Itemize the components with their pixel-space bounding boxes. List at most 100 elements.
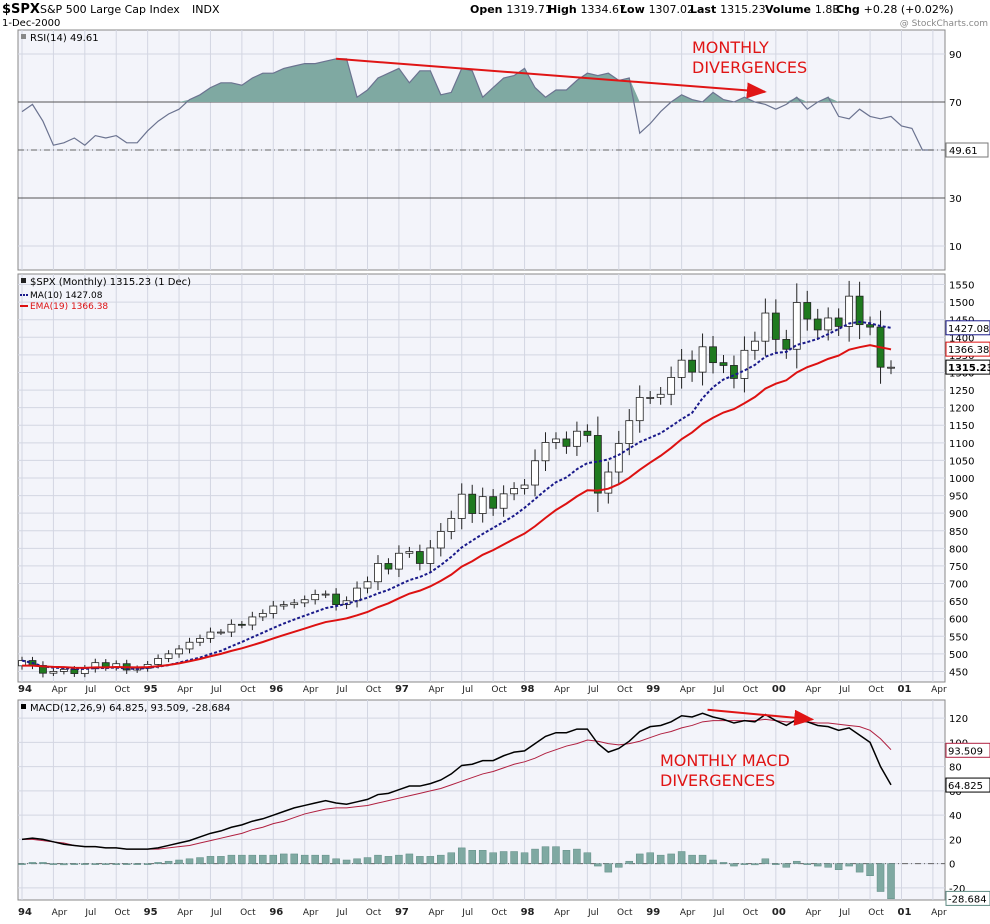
macd-histogram-bar [259, 854, 267, 864]
macd-last-value: 64.825 [948, 781, 983, 792]
candle-up [49, 671, 58, 674]
macd-histogram-bar [688, 854, 696, 864]
chart-header: $SPX S&P 500 Large Cap Index INDX 1-Dec-200… [2, 2, 988, 29]
macd-histogram-bar [447, 852, 456, 864]
macd-histogram-bar [81, 863, 89, 865]
macd-divergence-arrow [707, 708, 815, 726]
rsi-legend-marker [21, 34, 26, 39]
candle-up [185, 641, 194, 650]
ma10-last-value-box [945, 320, 990, 336]
price-y-tick: 1050 [949, 456, 974, 467]
macd-histogram-bar [227, 854, 236, 864]
rsi-y-tick: 10 [949, 242, 962, 253]
candle-up [531, 460, 539, 486]
candle-down [583, 430, 592, 436]
candle-down [771, 312, 780, 340]
macd-histogram-bar [102, 863, 110, 865]
macd-histogram-bar [374, 854, 382, 864]
x-tick-label: Apr [52, 685, 68, 695]
rsi-line [21, 58, 933, 151]
macd-histogram-bar [761, 858, 770, 864]
candle-up [353, 587, 361, 602]
candle-down [332, 593, 341, 606]
candle-down [782, 339, 791, 350]
candle-up [59, 668, 68, 672]
macd-histogram-bar [332, 858, 340, 864]
macd-histogram-bar [740, 863, 749, 865]
x-axis-bottom: 94 Apr Jul Oct 95 Apr Jul Oct 96 Apr Jul Oct 97 Apr Ju… [18, 907, 947, 918]
macd-histogram-bar [311, 854, 319, 864]
macd-hist-last-value-box [945, 890, 990, 906]
macd-histogram-bar [28, 862, 37, 864]
ema19-label: EMA(19) 1366.38 [30, 302, 108, 312]
rsi-y-tick: 90 [949, 50, 962, 61]
macd-histogram-bar [248, 854, 257, 864]
x-tick-label: 97 [395, 684, 409, 695]
macd-histogram-bar [531, 848, 539, 864]
macd-histogram-bar [468, 850, 476, 864]
x-tick-label: 96 [269, 907, 283, 918]
macd-histogram-bar [457, 847, 466, 864]
price-y-tick: 1550 [949, 281, 974, 292]
x-tick-label: 99 [646, 684, 660, 695]
macd-histogram-bar [813, 863, 822, 867]
x-tick-label: Apr [680, 908, 696, 918]
price-y-tick: 750 [949, 562, 968, 573]
macd-histogram-bar [646, 852, 654, 864]
candle-up [175, 648, 183, 655]
candle-up [520, 484, 529, 489]
x-axis-middle: 94 Apr Jul Oct 95 Apr Jul Oct 96 Apr Jul Oct 97 Apr Ju… [18, 684, 947, 695]
candle-down [719, 362, 728, 366]
macd-histogram-bar [363, 857, 372, 864]
x-tick-label: Oct [114, 685, 130, 695]
candle-up [227, 623, 236, 633]
candle-up [405, 551, 414, 554]
candle-up [290, 602, 299, 606]
macd-histogram-bar [719, 862, 728, 864]
macd-annotation-line2: DIVERGENCES [660, 771, 775, 790]
macd-histogram-bar [384, 856, 393, 864]
macd-histogram-bar [321, 854, 330, 864]
quote-last: Last 1315.23 [690, 3, 766, 16]
candle-down [489, 496, 498, 509]
x-tick-label: Oct [491, 685, 507, 695]
macd-histogram-bar [615, 863, 623, 868]
candle-down [709, 346, 717, 364]
candle-down [237, 623, 246, 626]
candle-down [562, 438, 571, 447]
quote-high: High 1334.67 [548, 3, 626, 16]
macd-panel-background [17, 699, 946, 901]
macd-histogram-bar [625, 860, 634, 864]
macd-histogram-bar [594, 863, 602, 867]
candle-down [834, 317, 843, 327]
macd-histogram-bar [552, 846, 560, 864]
x-tick-label: 95 [144, 684, 158, 695]
macd-histogram-bar [824, 863, 832, 868]
macd-histogram-bar [164, 860, 173, 864]
x-tick-label: Jul [336, 908, 348, 918]
candle-up [656, 393, 665, 398]
price-panel: 450 500 550 600 650 700 750 800 850 900 950 1000 105… [18, 277, 990, 678]
macd-legend-marker [21, 704, 26, 709]
ma10-label: MA(10) 1427.08 [30, 291, 103, 301]
x-tick-label: Jul [461, 908, 473, 918]
rsi-annotation-line2: DIVERGENCES [692, 58, 807, 77]
macd-histogram-bar [510, 851, 518, 864]
ema19-line [21, 344, 892, 669]
candle-down [813, 318, 822, 331]
x-tick-label: Oct [366, 685, 382, 695]
candle-down [70, 668, 79, 674]
x-tick-label: 99 [646, 907, 660, 918]
macd-panel: -20020406080100120MACD(12,26,9) 64.825, … [18, 703, 990, 906]
macd-histogram-bar [133, 863, 141, 865]
macd-histogram-bar [751, 863, 759, 866]
candle-up [677, 359, 686, 378]
candle-up [698, 346, 707, 373]
candle-down [866, 324, 874, 328]
macd-signal-last-value-box [945, 742, 990, 758]
candle-up [154, 658, 163, 665]
x-tick-label: 00 [772, 907, 786, 918]
x-tick-label: 95 [144, 907, 158, 918]
macd-histogram-bar [866, 863, 874, 877]
